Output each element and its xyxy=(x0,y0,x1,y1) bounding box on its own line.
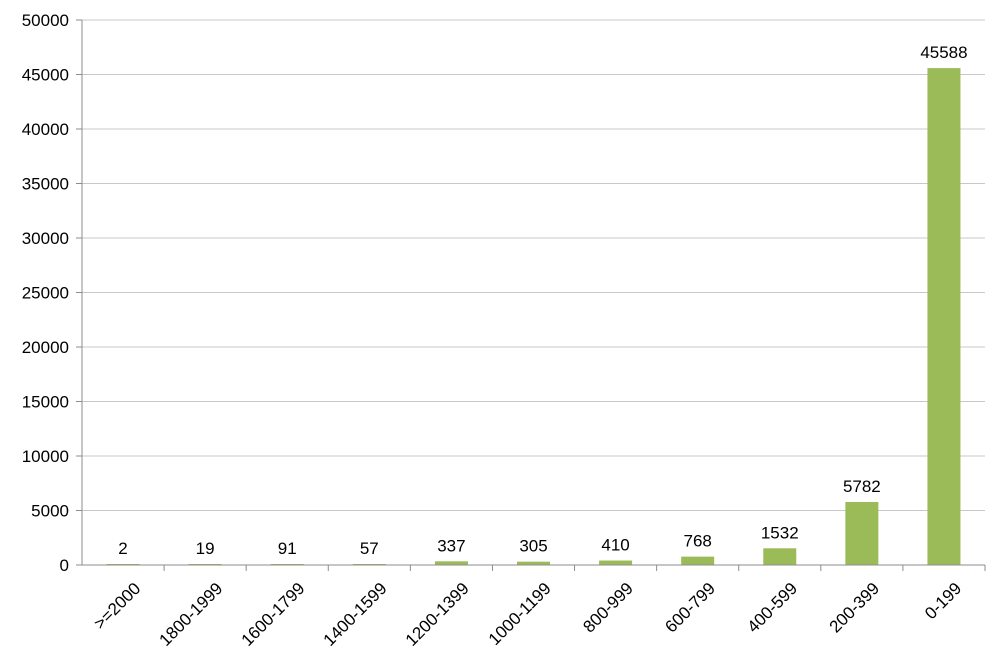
data-label: 19 xyxy=(196,539,215,558)
bar xyxy=(845,501,879,565)
x-category-label: >=2000 xyxy=(90,579,144,633)
y-tick-label: 5000 xyxy=(31,502,69,521)
data-label: 5782 xyxy=(843,477,881,496)
bar xyxy=(517,561,550,565)
x-category-label: 400-599 xyxy=(744,579,802,637)
bar xyxy=(763,548,797,565)
x-category-label: 1200-1399 xyxy=(402,579,473,650)
y-tick-label: 10000 xyxy=(22,447,69,466)
y-tick-label: 15000 xyxy=(22,393,69,412)
bar xyxy=(927,68,961,566)
y-tick-label: 30000 xyxy=(22,229,69,248)
x-category-label: 1600-1799 xyxy=(238,579,309,650)
x-category-label: 1400-1599 xyxy=(320,579,391,650)
x-category-label: 800-999 xyxy=(579,579,637,637)
data-label: 305 xyxy=(519,537,547,556)
data-label: 45588 xyxy=(920,43,967,62)
data-label: 1532 xyxy=(761,523,799,542)
y-tick-label: 50000 xyxy=(22,11,69,30)
y-tick-label: 25000 xyxy=(22,284,69,303)
data-label: 768 xyxy=(683,532,711,551)
gridlines xyxy=(82,19,985,511)
x-category-label: 600-799 xyxy=(661,579,719,637)
y-axis-tick-labels: 0 5000 10000 15000 20000 25000 30000 35000 40000… xyxy=(22,11,82,575)
data-label: 337 xyxy=(437,536,465,555)
x-axis-category-labels: >=2000 1800-1999 1600-1799 1400-1599 1200-13… xyxy=(90,579,965,650)
y-tick-label: 45000 xyxy=(22,66,69,85)
data-labels: 2 19 91 57 337 305 410 768 1532 5782 45588 xyxy=(118,43,967,558)
data-label: 410 xyxy=(601,536,629,555)
bar xyxy=(599,560,633,565)
bar xyxy=(681,556,715,565)
data-label: 2 xyxy=(118,539,127,558)
x-axis-tick-marks xyxy=(163,565,986,571)
bar xyxy=(434,561,468,565)
y-tick-label: 40000 xyxy=(22,120,69,139)
x-category-label: 1800-1999 xyxy=(156,579,227,650)
y-tick-label: 0 xyxy=(60,556,69,575)
y-tick-label: 35000 xyxy=(22,175,69,194)
bars xyxy=(106,68,961,566)
x-category-label: 200-399 xyxy=(826,579,884,637)
x-category-label: 1000-1199 xyxy=(485,579,555,649)
data-label: 91 xyxy=(278,539,297,558)
data-label: 57 xyxy=(360,539,379,558)
y-tick-label: 20000 xyxy=(22,338,69,357)
x-category-label: 0-199 xyxy=(921,579,965,623)
